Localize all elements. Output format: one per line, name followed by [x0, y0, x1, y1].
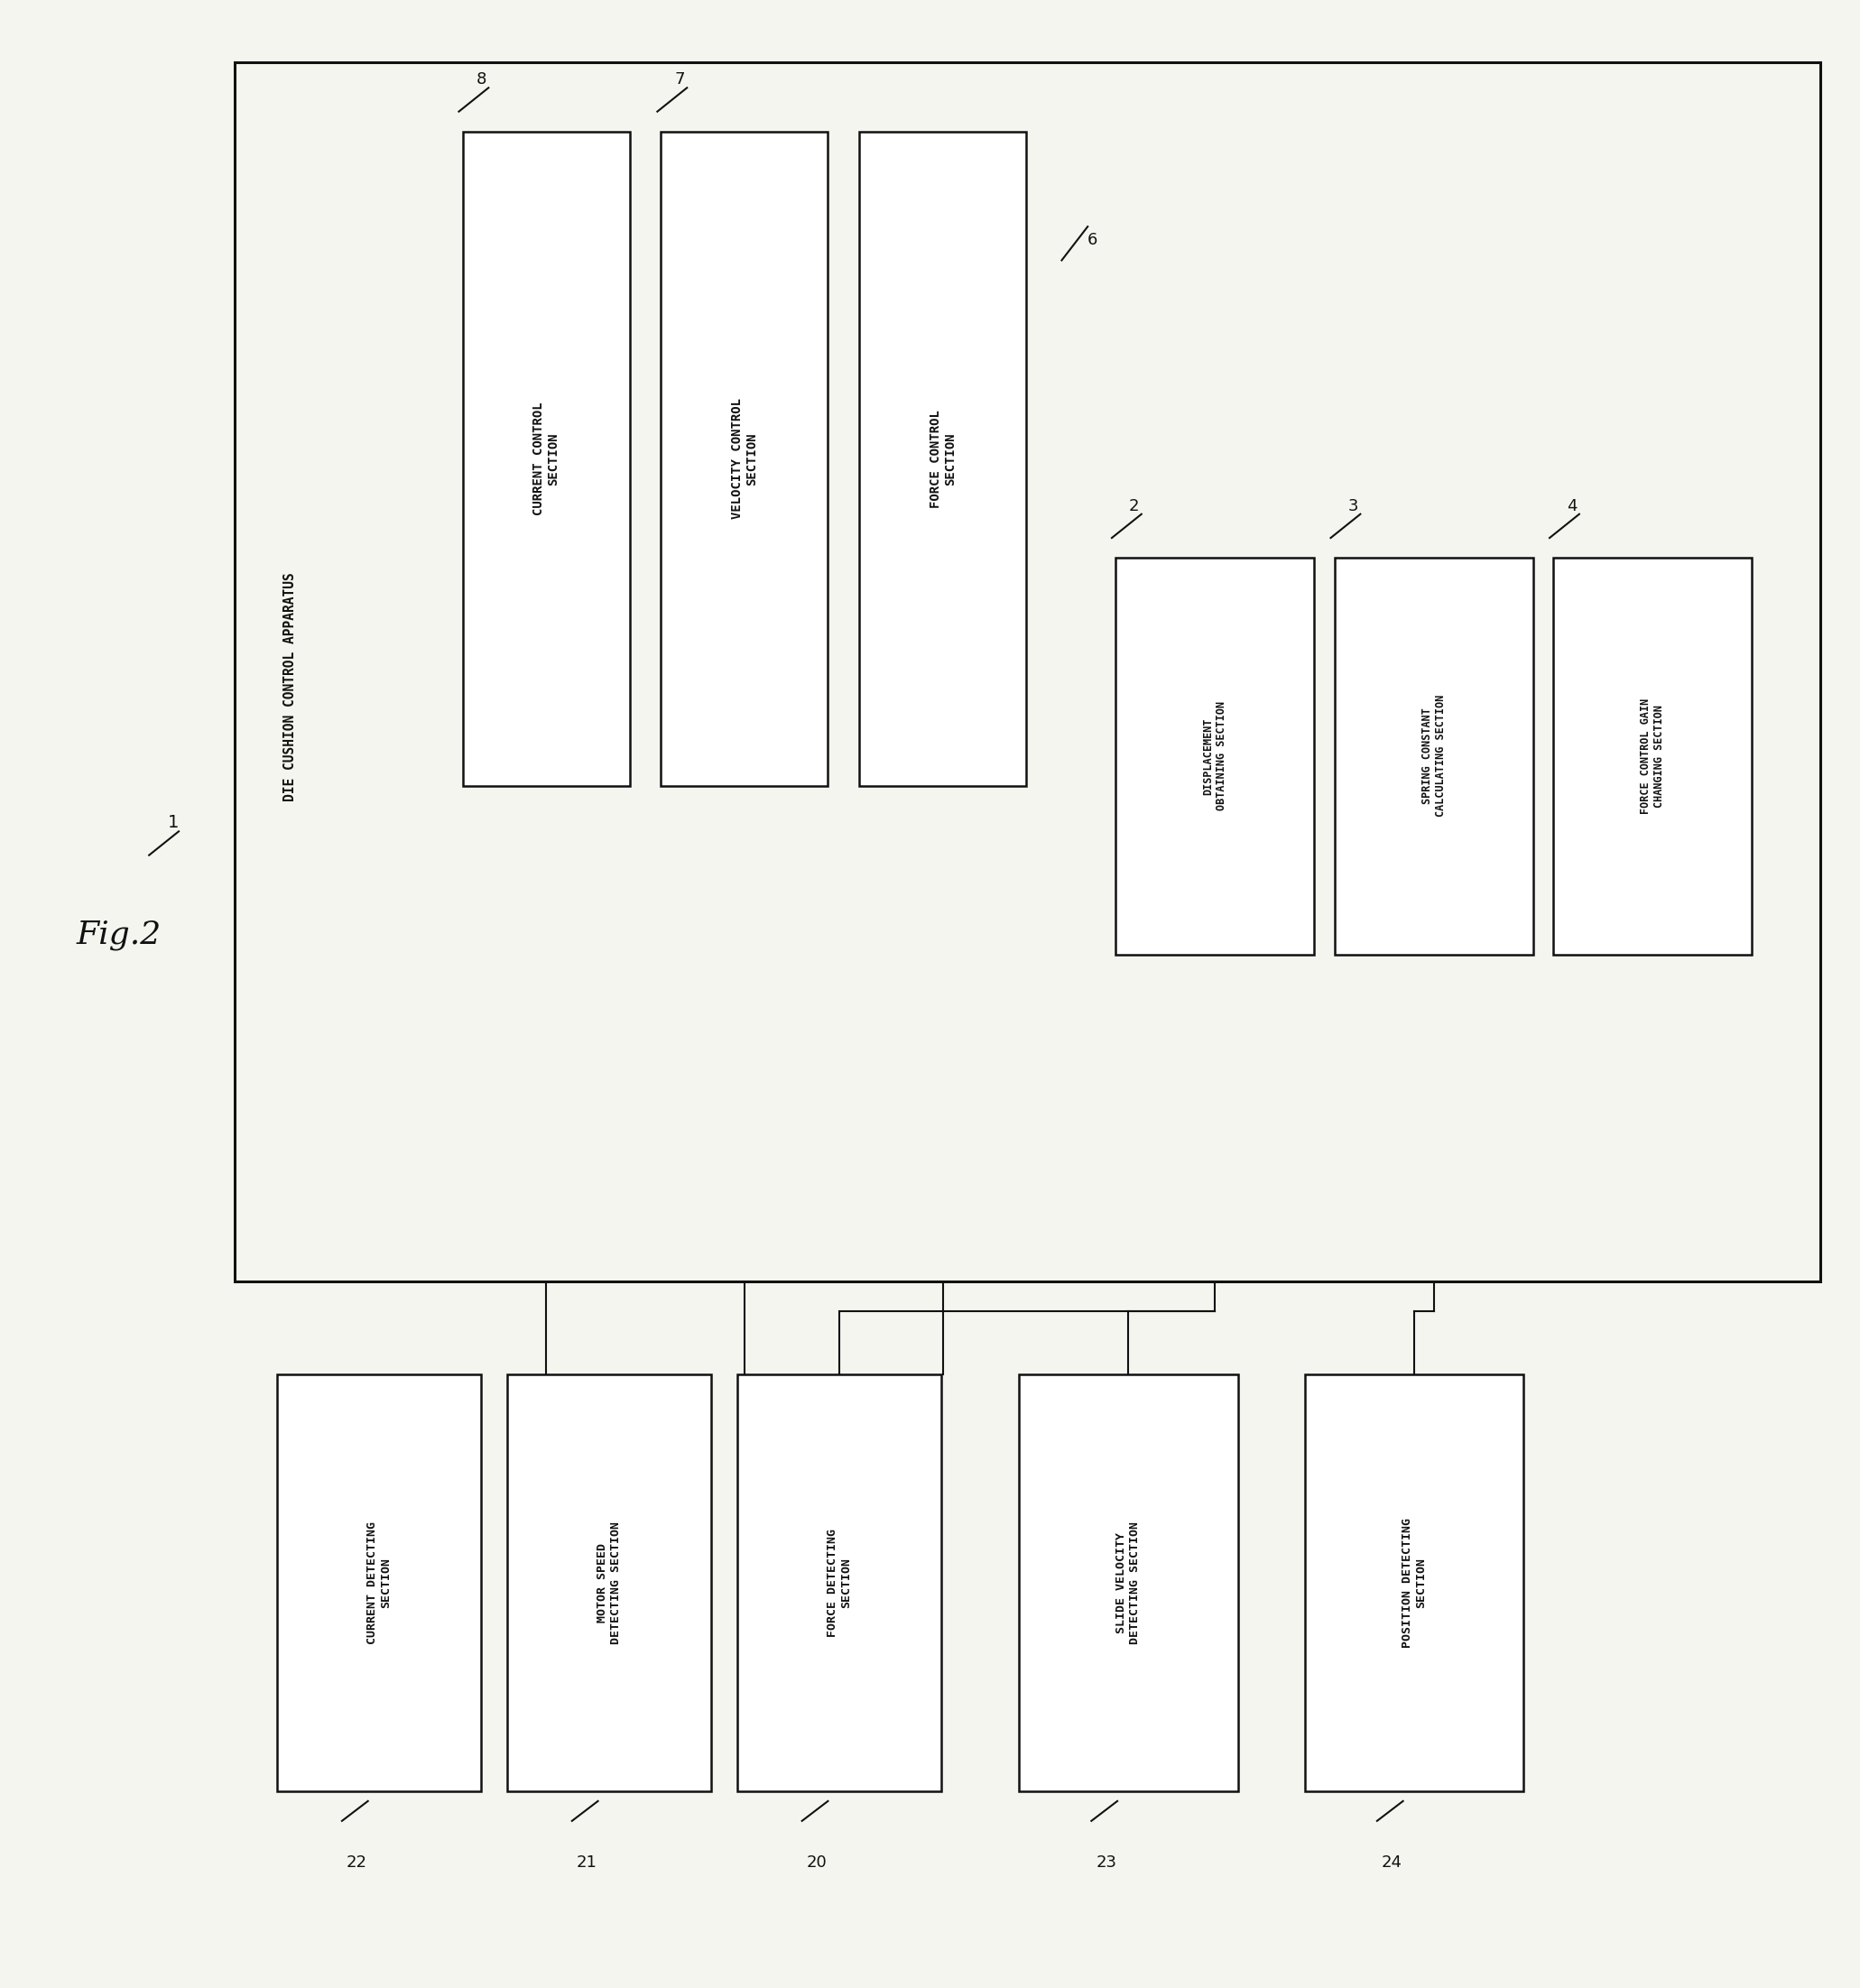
- Text: 20: 20: [807, 1855, 828, 1871]
- Bar: [277, 1376, 482, 1791]
- Bar: [234, 62, 1821, 1282]
- Text: FORCE CONTROL GAIN
CHANGING SECTION: FORCE CONTROL GAIN CHANGING SECTION: [1641, 698, 1665, 813]
- Text: CURRENT DETECTING
SECTION: CURRENT DETECTING SECTION: [366, 1521, 392, 1644]
- Text: FORCE DETECTING
SECTION: FORCE DETECTING SECTION: [826, 1529, 852, 1636]
- Text: FORCE CONTROL
SECTION: FORCE CONTROL SECTION: [930, 410, 956, 507]
- Bar: [1553, 559, 1752, 954]
- Text: Fig.2: Fig.2: [76, 918, 162, 950]
- Text: CURRENT CONTROL
SECTION: CURRENT CONTROL SECTION: [532, 402, 560, 515]
- Bar: [463, 131, 629, 785]
- Bar: [737, 1376, 941, 1791]
- Text: 22: 22: [346, 1855, 366, 1871]
- Text: 3: 3: [1348, 497, 1358, 515]
- Bar: [1116, 559, 1313, 954]
- Text: 4: 4: [1566, 497, 1577, 515]
- Text: 24: 24: [1382, 1855, 1402, 1871]
- Text: 23: 23: [1096, 1855, 1116, 1871]
- Text: 6: 6: [1088, 233, 1097, 248]
- Bar: [1304, 1376, 1523, 1791]
- Bar: [1019, 1376, 1239, 1791]
- Bar: [660, 131, 828, 785]
- Text: SLIDE VELOCITY
DETECTING SECTION: SLIDE VELOCITY DETECTING SECTION: [1116, 1521, 1142, 1644]
- Text: VELOCITY CONTROL
SECTION: VELOCITY CONTROL SECTION: [731, 398, 759, 519]
- Text: POSITION DETECTING
SECTION: POSITION DETECTING SECTION: [1402, 1519, 1427, 1648]
- Text: SPRING CONSTANT
CALCULATING SECTION: SPRING CONSTANT CALCULATING SECTION: [1421, 696, 1447, 817]
- Text: DIE CUSHION CONTROL APPARATUS: DIE CUSHION CONTROL APPARATUS: [283, 573, 298, 801]
- Text: 8: 8: [476, 72, 485, 87]
- Bar: [508, 1376, 711, 1791]
- Text: MOTOR SPEED
DETECTING SECTION: MOTOR SPEED DETECTING SECTION: [597, 1521, 621, 1644]
- Text: 7: 7: [675, 72, 684, 87]
- Text: 1: 1: [167, 815, 179, 831]
- Text: DISPLACEMENT
OBTAINING SECTION: DISPLACEMENT OBTAINING SECTION: [1202, 702, 1228, 811]
- Bar: [1334, 559, 1533, 954]
- Text: 21: 21: [577, 1855, 597, 1871]
- Text: 2: 2: [1129, 497, 1138, 515]
- Bar: [859, 131, 1027, 785]
